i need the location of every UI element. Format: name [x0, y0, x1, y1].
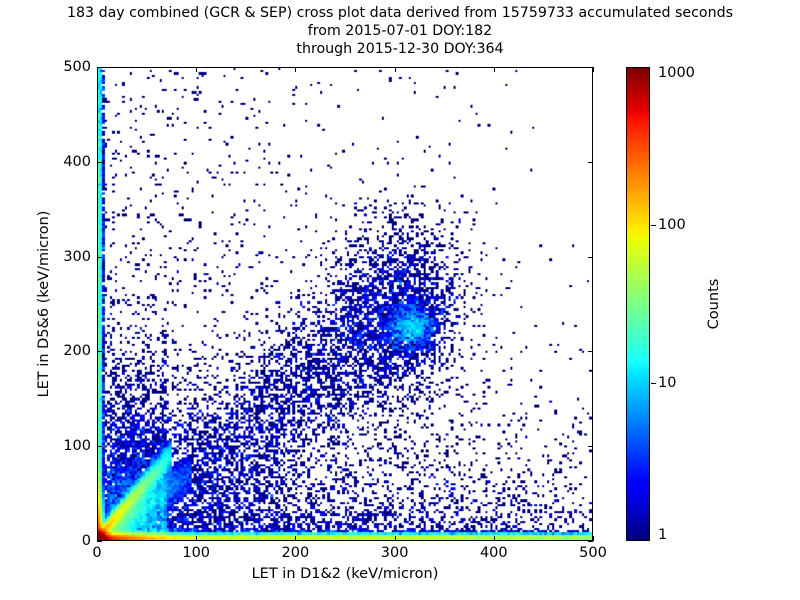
x-tick-bottom — [394, 536, 396, 541]
colorbar-tick-label: 10 — [658, 375, 677, 391]
y-tick-left — [97, 446, 102, 448]
y-tick-right — [588, 351, 593, 353]
y-tick-label: 200 — [63, 343, 91, 360]
colorbar-tick-label: 1 — [658, 527, 668, 543]
x-tick-label: 200 — [281, 545, 310, 561]
y-tick-label: 500 — [63, 59, 91, 75]
x-tick-bottom — [97, 536, 98, 541]
x-axis-label: LET in D1&2 (keV/micron) — [251, 566, 439, 582]
x-tick-label: 400 — [479, 545, 508, 561]
heatmap-scatter-canvas — [98, 68, 592, 540]
x-tick-bottom — [295, 536, 297, 541]
colorbar-tick-label: 1000 — [658, 65, 695, 81]
y-tick-label: 400 — [63, 153, 91, 170]
colorbar-gradient — [627, 68, 649, 540]
y-tick-right — [588, 446, 593, 448]
y-tick-left — [97, 351, 102, 353]
x-tick-label: 500 — [579, 545, 607, 561]
x-tick-top — [97, 67, 98, 72]
y-tick-left — [97, 161, 102, 163]
y-tick-label: 300 — [63, 248, 91, 265]
chart-title-line-2: from 2015-07-01 DOY:182 — [307, 23, 493, 39]
y-tick-left — [97, 256, 102, 258]
x-tick-bottom — [593, 536, 594, 541]
y-tick-label: 100 — [63, 438, 91, 455]
y-tick-right — [588, 67, 593, 68]
x-tick-label: 300 — [380, 545, 409, 561]
x-tick-bottom — [493, 536, 495, 541]
x-tick-top — [295, 67, 297, 72]
y-tick-label: 0 — [81, 533, 91, 549]
colorbar-tick-label: 100 — [658, 217, 686, 233]
colorbar-label: Counts — [706, 278, 722, 330]
chart-title: 183 day combined (GCR & SEP) cross plot … — [0, 4, 800, 58]
y-tick-right — [588, 256, 593, 258]
chart-title-line-3: through 2015-12-30 DOY:364 — [296, 41, 504, 57]
y-tick-right — [588, 541, 593, 542]
x-tick-top — [394, 67, 396, 72]
y-axis-label: LET in D5&6 (keV/micron) — [36, 210, 52, 398]
x-tick-label: 0 — [92, 545, 102, 561]
chart-title-line-1-visible: 183 day combined (GCR & SEP) cross plot … — [66, 5, 733, 21]
x-tick-bottom — [196, 536, 198, 541]
plot-area[interactable] — [97, 67, 593, 541]
y-tick-left — [97, 67, 102, 68]
x-tick-top — [593, 67, 594, 72]
x-tick-top — [196, 67, 198, 72]
x-tick-label: 100 — [182, 545, 211, 561]
colorbar[interactable] — [626, 67, 650, 541]
y-tick-left — [97, 541, 102, 542]
colorbar-tick — [651, 225, 656, 226]
x-tick-top — [493, 67, 495, 72]
colorbar-tick — [651, 383, 656, 384]
y-tick-right — [588, 161, 593, 163]
